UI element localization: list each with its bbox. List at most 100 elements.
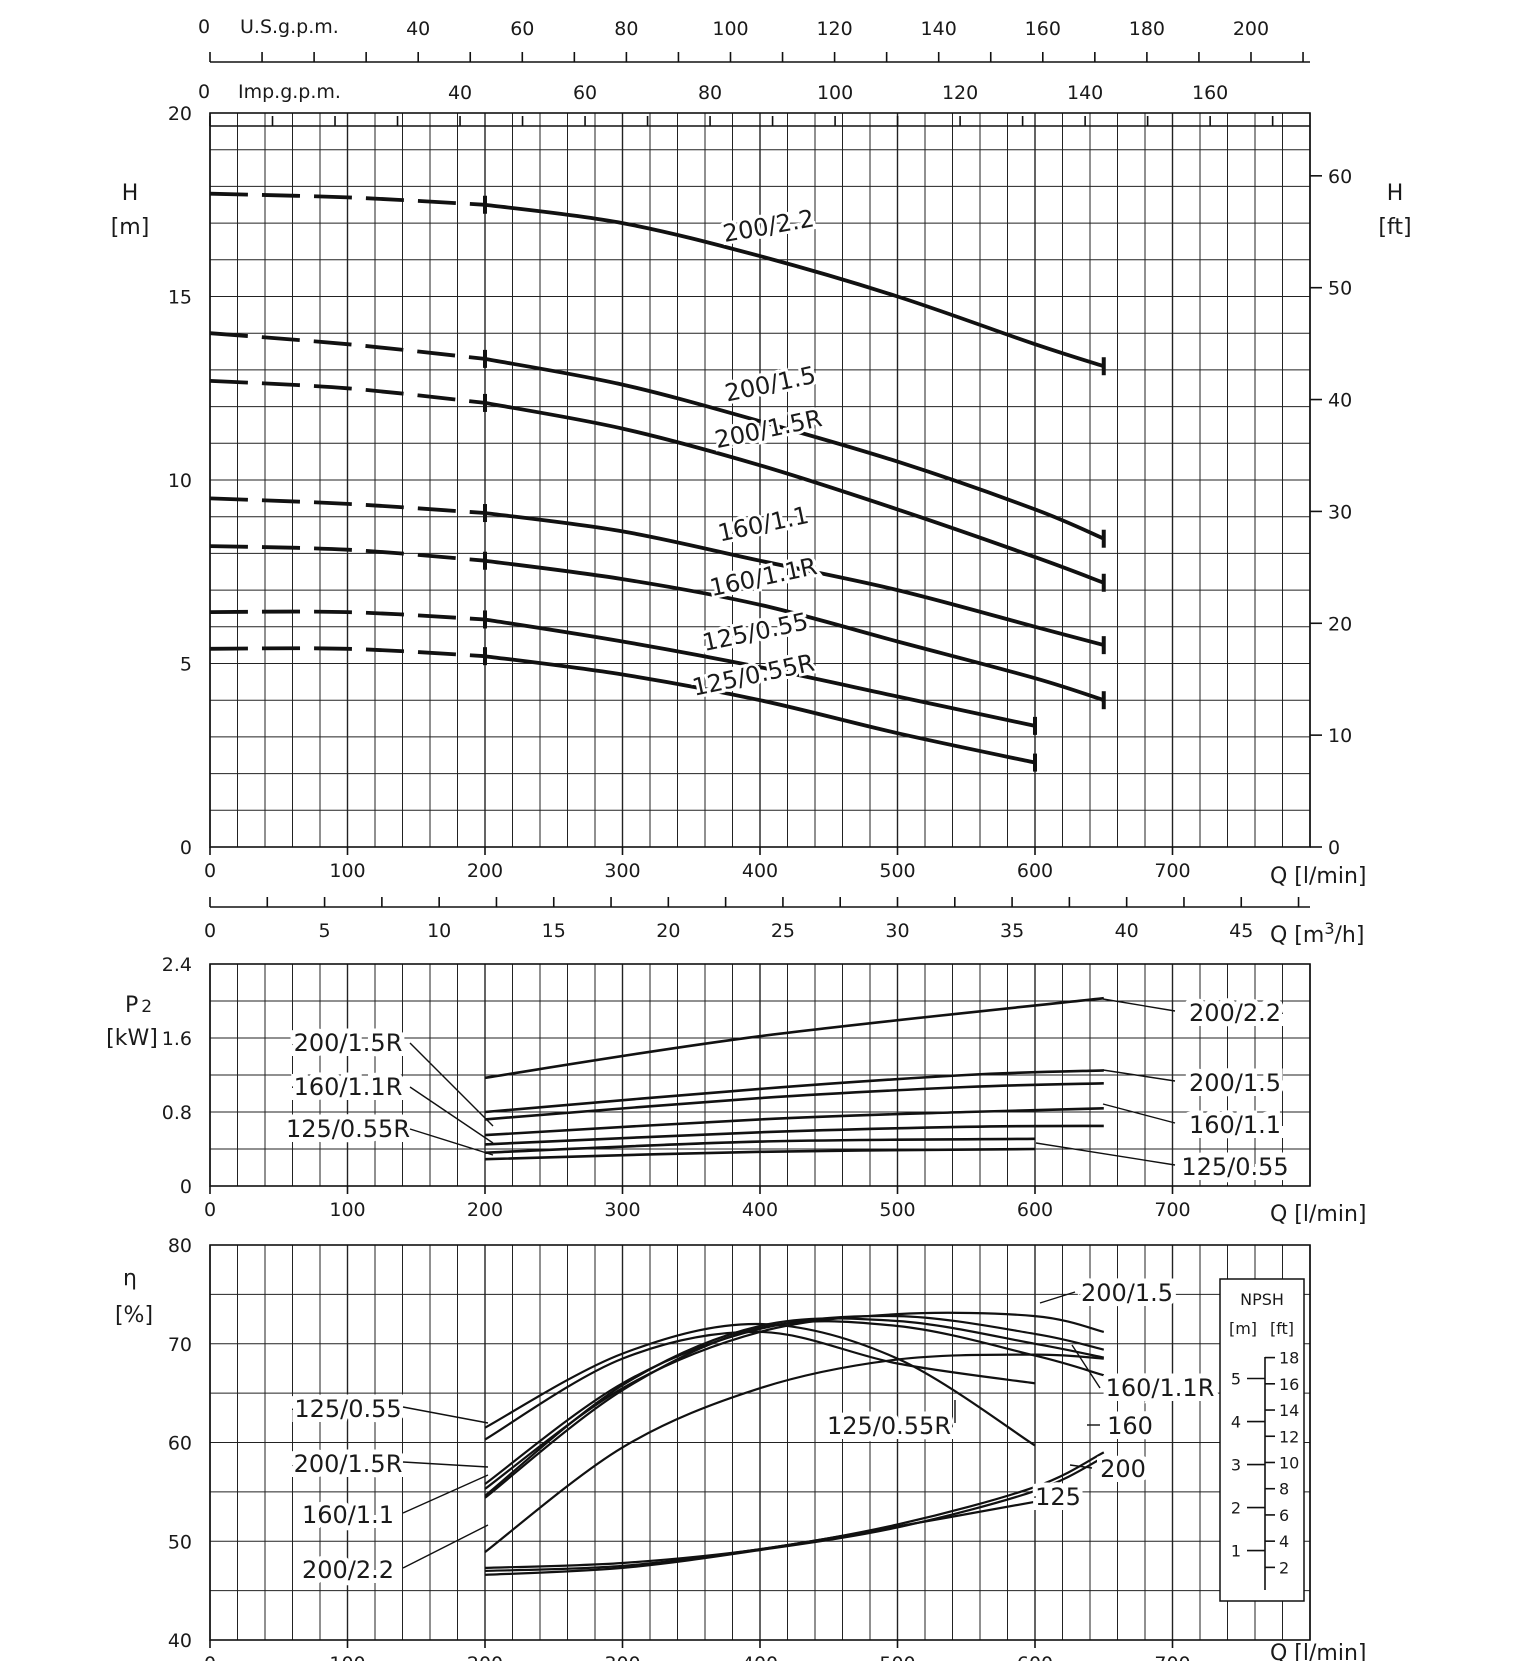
head-y-tick-label: 20 (168, 103, 192, 125)
m3h-tick-label: 10 (427, 920, 451, 942)
leader-line (1069, 1464, 1093, 1469)
q-m3h-label: Q [m3/h] (1270, 919, 1364, 948)
npsh-m-tick-label: 3 (1231, 1456, 1241, 1475)
usgpm-tick-label: 180 (1129, 18, 1165, 40)
npsh-m-tick-label: 2 (1231, 1499, 1241, 1518)
head-curve-dashed (209, 331, 486, 361)
usgpm-tick-label: 80 (614, 18, 638, 40)
head-ft-tick-label: 10 (1328, 725, 1352, 747)
npsh-label: 200 (1100, 1455, 1146, 1483)
leader-line (402, 1406, 489, 1424)
efficiency-curve (484, 1320, 1105, 1499)
head-q-tick-label: 700 (1154, 860, 1190, 882)
eff-q-tick-label: 700 (1154, 1653, 1190, 1661)
npsh-m-tick-label: 1 (1231, 1542, 1241, 1561)
head-y-tick-label: 10 (168, 470, 192, 492)
head-ft-tick-label: 20 (1328, 613, 1352, 635)
q-m3h-prefix: Q [m (1270, 923, 1324, 948)
power-curve (484, 1124, 1104, 1146)
head-y-tick-label: 5 (180, 654, 192, 676)
power-q-tick-label: 400 (742, 1199, 778, 1221)
efficiency-curve (484, 1353, 1104, 1553)
h-unit-m: [m] (111, 215, 150, 240)
leader-line (1102, 1069, 1176, 1082)
npsh-ft-tick-label: 10 (1279, 1453, 1299, 1472)
eff-q-tick-label: 0 (204, 1653, 216, 1661)
eff-q-tick-label: 400 (742, 1653, 778, 1661)
eff-label-left: 200/1.5R (294, 1450, 403, 1478)
power-curve (484, 1082, 1104, 1121)
usgpm-tick-label: 120 (816, 18, 852, 40)
eff-y-tick-label: 50 (168, 1531, 192, 1553)
power-q-tick-label: 0 (204, 1199, 216, 1221)
power-curve (484, 1137, 1036, 1154)
eff-label-left: 160/1.1 (302, 1501, 394, 1529)
head-q-tick-label: 600 (1017, 860, 1053, 882)
npsh-curve (484, 1456, 1105, 1576)
p2-symbol-sub: 2 (141, 997, 152, 1017)
npsh-ft-tick-label: 14 (1279, 1401, 1299, 1420)
usgpm-label: U.S.g.p.m. (240, 16, 339, 38)
power-label-right: 200/2.2 (1189, 999, 1281, 1027)
leader-line (409, 1042, 494, 1127)
head-ft-tick-label: 0 (1328, 837, 1340, 859)
power-curve (484, 1107, 1104, 1137)
usgpm-tick-label: 100 (712, 18, 748, 40)
eff-label-inner: 125/0.55R (827, 1412, 951, 1440)
head-curve-dashed (209, 496, 486, 515)
power-y-tick-label: 0.8 (162, 1102, 192, 1124)
npsh-unit-m: [m] (1229, 1319, 1257, 1338)
impgpm-tick-label: 140 (1067, 82, 1103, 104)
q-lmin-label-3: Q [l/min] (1270, 1641, 1367, 1661)
head-curve-label: 200/2.2 (721, 204, 817, 248)
npsh-m-tick-label: 5 (1231, 1370, 1241, 1389)
efficiency-curve (484, 1317, 1105, 1497)
usgpm-zero: 0 (198, 16, 210, 38)
eff-label-right: 200/1.5 (1081, 1279, 1173, 1307)
leader-line (409, 1128, 494, 1156)
power-y-tick-label: 2.4 (162, 954, 192, 976)
eff-q-tick-label: 300 (604, 1653, 640, 1661)
head-grid (209, 112, 1311, 848)
eff-q-tick-label: 200 (467, 1653, 503, 1661)
m3h-tick-label: 25 (771, 920, 795, 942)
eta-symbol: η (123, 1266, 137, 1291)
head-y-tick-label: 15 (168, 287, 192, 309)
eff-y-tick-label: 70 (168, 1334, 192, 1356)
head-curve-dashed (209, 609, 486, 622)
leader-line (402, 1474, 489, 1514)
m3h-tick-label: 0 (204, 920, 216, 942)
m3h-tick-label: 30 (885, 920, 909, 942)
power-q-tick-label: 200 (467, 1199, 503, 1221)
head-curve (484, 401, 1105, 585)
impgpm-tick-label: 160 (1192, 82, 1228, 104)
p2-symbol-main: P (125, 993, 138, 1018)
power-curve (484, 1147, 1036, 1161)
leader-line (1039, 1291, 1076, 1304)
eff-q-tick-label: 500 (879, 1653, 915, 1661)
m3h-tick-label: 15 (542, 920, 566, 942)
efficiency-curve (484, 1322, 1036, 1447)
leader-line (402, 1461, 489, 1468)
head-y-tick-label: 0 (180, 837, 192, 859)
m3h-tick-label: 40 (1115, 920, 1139, 942)
h-symbol-left: H (122, 181, 139, 206)
eff-q-tick-label: 100 (329, 1653, 365, 1661)
head-q-tick-label: 100 (329, 860, 365, 882)
power-label-right: 125/0.55 (1181, 1153, 1288, 1181)
impgpm-tick-label: 100 (817, 82, 853, 104)
npsh-label: 160 (1107, 1412, 1153, 1440)
npsh-title: NPSH (1240, 1290, 1284, 1309)
m3h-tick-label: 35 (1000, 920, 1024, 942)
h-symbol-right: H (1387, 181, 1404, 206)
eff-label-left: 200/2.2 (302, 1556, 394, 1584)
head-curve (484, 558, 1105, 703)
head-curve (484, 202, 1105, 369)
npsh-m-tick-label: 4 (1231, 1413, 1241, 1432)
head-curve (484, 511, 1105, 647)
head-q-tick-label: 300 (604, 860, 640, 882)
